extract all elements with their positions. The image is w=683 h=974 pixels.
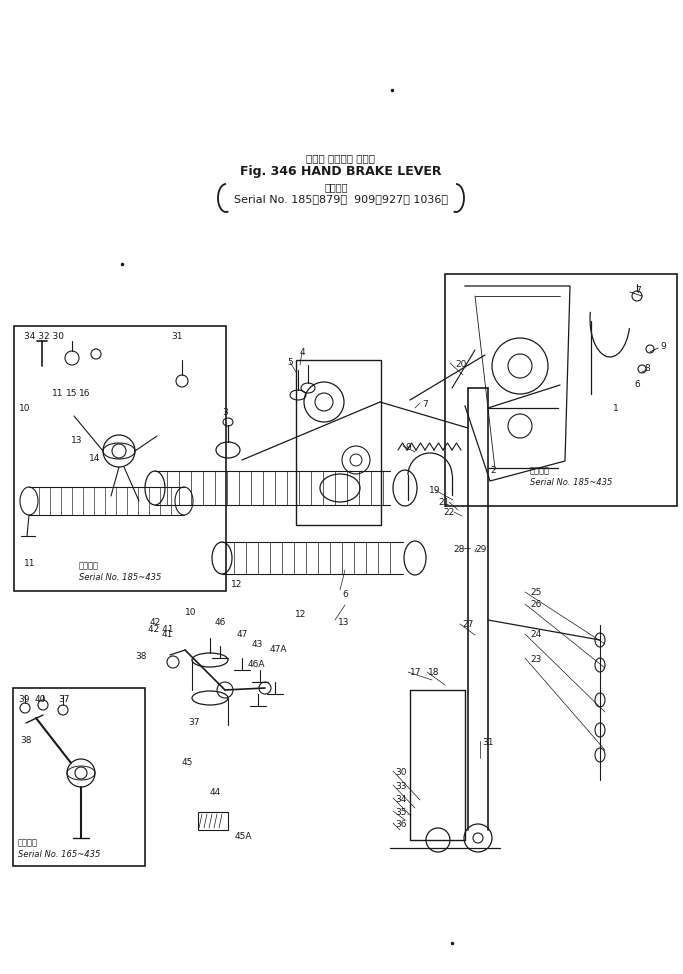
Text: 38: 38 xyxy=(135,652,146,661)
Text: 47: 47 xyxy=(237,630,249,639)
Bar xyxy=(445,274,677,506)
Text: 12: 12 xyxy=(295,610,307,619)
Text: 19: 19 xyxy=(428,486,440,495)
Text: 37: 37 xyxy=(188,718,199,727)
Text: 11: 11 xyxy=(24,559,36,568)
Text: 47A: 47A xyxy=(270,645,288,654)
Text: 42 41: 42 41 xyxy=(148,625,173,634)
Text: 8: 8 xyxy=(644,364,650,373)
Text: 27: 27 xyxy=(462,620,473,629)
Text: 39: 39 xyxy=(18,695,29,704)
Text: 4: 4 xyxy=(299,348,305,357)
Text: 適用号機: 適用号機 xyxy=(18,838,38,847)
Text: 44: 44 xyxy=(210,788,221,797)
Text: 22: 22 xyxy=(444,508,455,517)
Text: 15: 15 xyxy=(66,389,77,398)
Text: ハンド ブレーキ レバー: ハンド ブレーキ レバー xyxy=(307,153,376,163)
Bar xyxy=(296,360,381,525)
Text: 24: 24 xyxy=(530,630,541,639)
Text: 43: 43 xyxy=(252,640,264,649)
Text: 42: 42 xyxy=(150,618,161,627)
Text: 適用号機: 適用号機 xyxy=(324,182,348,192)
Text: 21: 21 xyxy=(438,498,450,507)
Text: 6: 6 xyxy=(635,380,640,389)
Text: 34 32 30: 34 32 30 xyxy=(24,332,64,341)
Bar xyxy=(13,688,145,866)
Text: 5: 5 xyxy=(288,358,293,367)
Text: 23: 23 xyxy=(530,655,542,664)
Text: 16: 16 xyxy=(79,389,91,398)
Text: Serial No. 185~435: Serial No. 185~435 xyxy=(530,478,613,487)
Text: 20: 20 xyxy=(455,360,466,369)
Text: 1: 1 xyxy=(613,404,619,413)
Text: Fig. 346 HAND BRAKE LEVER: Fig. 346 HAND BRAKE LEVER xyxy=(240,165,442,178)
Text: 28: 28 xyxy=(454,545,465,554)
Text: 45A: 45A xyxy=(235,832,253,841)
Text: 34: 34 xyxy=(395,795,406,804)
Text: 適用号機: 適用号機 xyxy=(530,466,550,475)
Text: 46A: 46A xyxy=(248,660,266,669)
Bar xyxy=(198,812,228,830)
Text: 33: 33 xyxy=(395,782,406,791)
Text: 6: 6 xyxy=(342,590,348,599)
Text: 10: 10 xyxy=(185,608,197,617)
Text: Serial No. 165~435: Serial No. 165~435 xyxy=(18,850,100,859)
Text: 適用号機: 適用号機 xyxy=(79,561,99,570)
Text: 13: 13 xyxy=(338,618,350,627)
Text: 38: 38 xyxy=(20,736,31,745)
Text: Serial No. 185~435: Serial No. 185~435 xyxy=(79,573,161,582)
Text: 45: 45 xyxy=(182,758,193,767)
Text: 37: 37 xyxy=(58,695,70,704)
Text: 35.: 35. xyxy=(395,808,409,817)
Bar xyxy=(14,326,226,591)
Text: 11: 11 xyxy=(52,389,64,398)
Text: 7: 7 xyxy=(635,286,641,295)
Text: 29: 29 xyxy=(475,545,486,554)
Text: 12: 12 xyxy=(232,580,242,589)
Text: 2: 2 xyxy=(490,466,496,475)
Text: 3: 3 xyxy=(222,408,227,417)
Text: 41: 41 xyxy=(162,630,173,639)
Text: 14: 14 xyxy=(89,454,100,463)
Text: 7: 7 xyxy=(422,400,428,409)
Text: 9: 9 xyxy=(405,443,410,452)
Text: 46: 46 xyxy=(215,618,226,627)
Text: 10: 10 xyxy=(19,404,31,413)
Text: 36: 36 xyxy=(395,820,406,829)
Text: 13: 13 xyxy=(71,436,83,445)
Text: 40: 40 xyxy=(35,695,46,704)
Text: 9: 9 xyxy=(660,342,666,351)
Text: 18: 18 xyxy=(428,668,439,677)
Text: 26: 26 xyxy=(530,600,542,609)
Text: Serial No. 185～879，  909～927， 1036～: Serial No. 185～879， 909～927， 1036～ xyxy=(234,194,448,204)
Text: 31: 31 xyxy=(482,738,494,747)
Text: 30: 30 xyxy=(395,768,406,777)
Text: 25: 25 xyxy=(530,588,542,597)
Text: 31: 31 xyxy=(171,332,182,341)
Text: 17: 17 xyxy=(410,668,421,677)
